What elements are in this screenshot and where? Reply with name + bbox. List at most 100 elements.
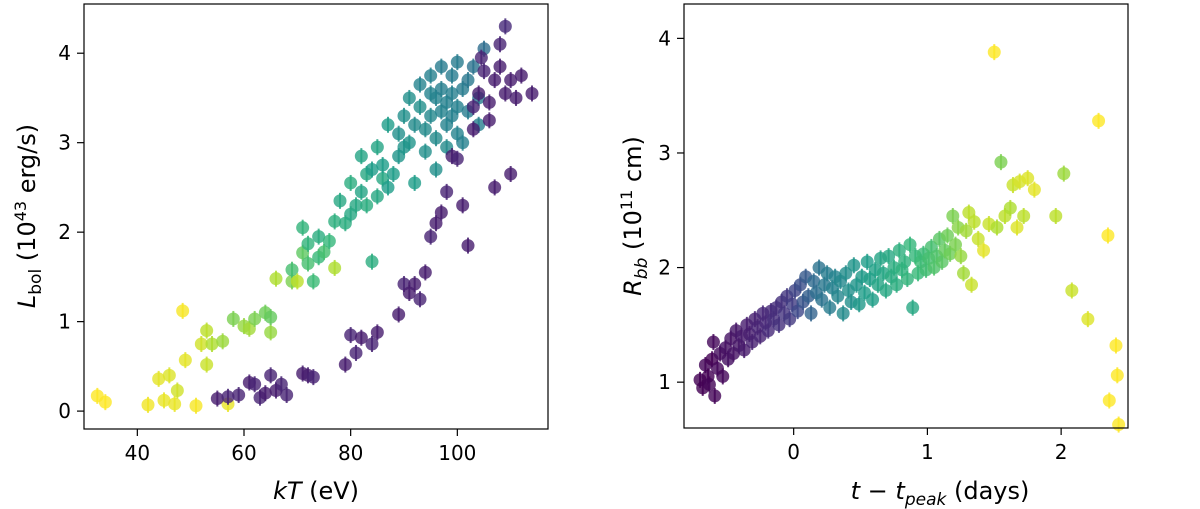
left-point-0-43	[349, 197, 363, 214]
left-marker	[418, 122, 432, 136]
left-point-0-26	[285, 261, 299, 278]
right-y-tick-label: 1	[658, 370, 671, 394]
left-marker	[434, 60, 448, 74]
left-marker	[488, 180, 502, 194]
right-point-0-10	[716, 368, 730, 385]
left-marker	[381, 118, 395, 132]
right-marker	[900, 272, 914, 286]
left-marker	[477, 64, 491, 78]
left-marker	[200, 324, 214, 338]
left-point-0-54	[381, 116, 395, 133]
right-marker	[804, 306, 818, 320]
left-marker	[152, 372, 166, 386]
right-marker	[823, 301, 837, 315]
left-marker	[386, 167, 400, 181]
right-point-0-109	[990, 219, 1004, 236]
left-marker	[248, 312, 262, 326]
left-point-1-34	[466, 121, 480, 138]
left-marker	[221, 390, 235, 404]
left-point-0-71	[424, 67, 438, 84]
left-marker	[482, 113, 496, 127]
left-marker	[176, 304, 190, 318]
left-marker	[216, 334, 230, 348]
left-point-1-13	[306, 369, 320, 386]
left-point-1-16	[349, 344, 363, 361]
left-point-0-68	[418, 143, 432, 160]
right-marker	[1021, 171, 1035, 185]
left-point-1-25	[418, 264, 432, 281]
left-marker	[344, 328, 358, 342]
left-point-1-49	[474, 49, 488, 66]
left-point-0-14	[205, 336, 219, 352]
left-point-1-20	[392, 306, 406, 323]
left-marker	[290, 274, 304, 288]
left-point-0-22	[264, 324, 278, 341]
left-marker	[466, 100, 480, 114]
left-x-axis-label: kT (eV)	[273, 477, 359, 505]
left-point-0-15	[216, 333, 230, 350]
right-marker	[737, 343, 751, 357]
left-point-0-81	[445, 67, 459, 84]
left-marker	[418, 265, 432, 279]
left-point-0-38	[328, 213, 342, 230]
right-marker	[940, 228, 954, 242]
right-point-0-119	[1049, 208, 1063, 224]
left-point-0-77	[434, 81, 448, 97]
left-marker	[264, 325, 278, 339]
left-point-0-24	[264, 309, 278, 326]
right-point-0-104	[967, 213, 981, 230]
right-marker	[1049, 209, 1063, 223]
left-point-0-55	[381, 179, 395, 196]
left-marker	[370, 140, 384, 154]
left-point-0-89	[461, 72, 475, 89]
right-marker	[898, 255, 912, 269]
right-plot-frame	[683, 3, 1129, 429]
left-point-0-23	[269, 270, 283, 287]
left-marker	[434, 205, 448, 219]
left-point-0-62	[402, 134, 416, 151]
left-marker	[440, 185, 454, 199]
left-marker	[189, 399, 203, 413]
left-point-0-59	[397, 107, 411, 124]
right-marker	[957, 266, 971, 280]
left-points	[90, 18, 539, 414]
left-point-0-56	[386, 166, 400, 182]
right-marker	[815, 293, 829, 307]
right-marker	[946, 209, 960, 223]
left-point-0-44	[354, 148, 368, 165]
left-marker	[301, 256, 315, 270]
left-point-0-33	[312, 228, 326, 245]
left-marker	[381, 180, 395, 194]
left-marker	[210, 392, 224, 406]
left-point-0-72	[429, 130, 443, 147]
right-marker	[1109, 338, 1123, 352]
right-marker	[761, 324, 775, 338]
left-point-1-36	[477, 63, 491, 80]
left-marker	[306, 274, 320, 288]
left-point-1-28	[434, 204, 448, 221]
right-marker	[716, 369, 730, 383]
left-point-1-14	[338, 356, 352, 373]
right-y-tick-label: 2	[658, 256, 671, 280]
right-marker	[831, 289, 845, 303]
right-marker	[852, 297, 866, 311]
left-marker	[296, 221, 310, 235]
left-marker	[226, 312, 240, 326]
left-point-1-27	[429, 215, 443, 232]
right-marker	[892, 243, 906, 257]
left-point-0-1	[98, 394, 112, 411]
left-point-1-26	[424, 228, 438, 245]
left-point-1-47	[514, 67, 528, 84]
right-point-0-18	[737, 342, 751, 359]
left-marker	[354, 149, 368, 163]
left-point-0-10	[189, 397, 203, 414]
right-point-0-121	[1065, 282, 1079, 299]
left-x-tick-label: 100	[438, 441, 476, 465]
right-marker	[906, 301, 920, 315]
left-marker	[328, 214, 342, 228]
left-marker	[170, 384, 184, 398]
left-point-0-49	[365, 161, 379, 178]
right-point-0-105	[971, 230, 985, 247]
right-point-0-128	[1112, 416, 1126, 433]
left-marker	[349, 198, 363, 212]
